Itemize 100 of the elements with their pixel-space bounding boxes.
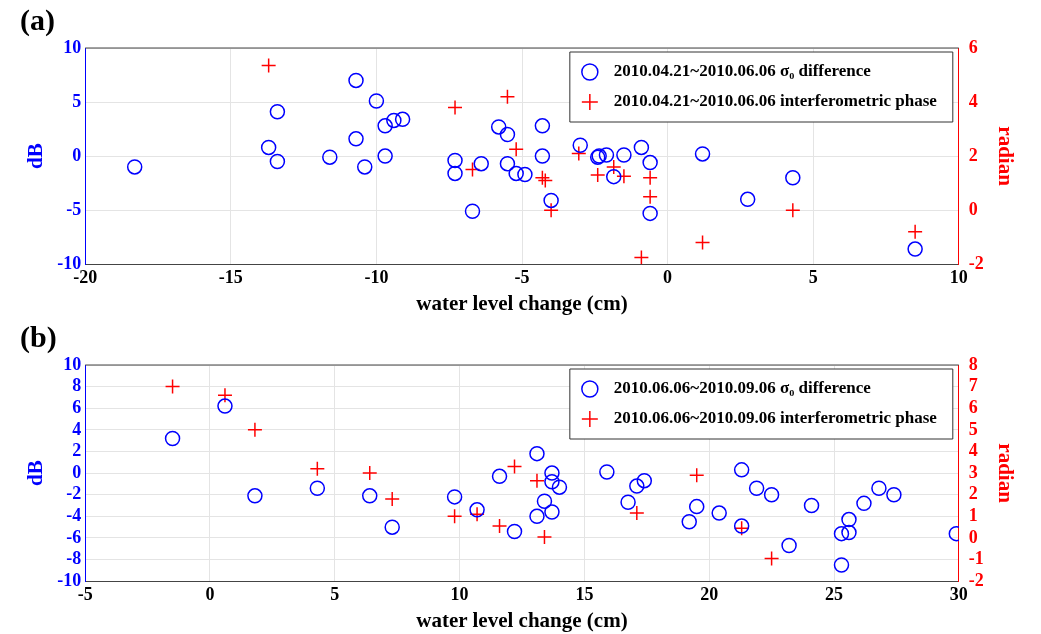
point (247, 488, 263, 504)
point (217, 398, 233, 414)
y2-axis-title: radian (993, 126, 1018, 187)
point (490, 119, 507, 135)
legend-label: 2010.04.21~2010.06.06 interferometric phase (613, 91, 938, 111)
point (361, 488, 378, 504)
point (506, 458, 523, 475)
y2-tick-label: -2 (968, 252, 984, 273)
point (164, 378, 181, 395)
point (633, 139, 650, 156)
point (688, 498, 705, 515)
point (217, 387, 233, 404)
legend-label: 2010.06.06~2010.09.06 interferometric phase (613, 408, 938, 428)
point (536, 529, 553, 545)
point (447, 152, 463, 169)
point (589, 167, 606, 183)
point (260, 139, 277, 156)
point (384, 491, 400, 507)
y2-tick-label: 4 (968, 90, 978, 111)
point (260, 57, 277, 74)
point (544, 465, 560, 481)
y-tick-label: 10 (63, 353, 82, 374)
y-tick-label: 5 (72, 90, 82, 111)
point (629, 505, 645, 521)
point (785, 202, 801, 218)
point (571, 145, 587, 162)
point (543, 202, 559, 218)
point (348, 72, 364, 89)
point (361, 465, 378, 481)
point (763, 486, 780, 503)
point (688, 467, 705, 484)
y2-tick-label: 1 (968, 505, 978, 525)
point (499, 126, 516, 143)
point (529, 445, 545, 462)
x-tick-label: 5 (808, 266, 818, 287)
y-tick-label: -4 (66, 505, 82, 525)
y-tick-label: -10 (57, 569, 82, 590)
point (544, 474, 560, 490)
point (642, 188, 658, 205)
point (636, 472, 653, 489)
point (763, 550, 780, 567)
point (269, 153, 286, 170)
x-tick-label: -5 (514, 266, 530, 287)
y2-tick-label: 8 (968, 353, 978, 374)
point (309, 480, 326, 496)
y2-axis-title: radian (993, 443, 1018, 504)
point (694, 146, 711, 162)
point (616, 168, 632, 185)
y-tick-label: 10 (63, 36, 82, 57)
point (348, 131, 364, 147)
point (739, 191, 756, 208)
point (642, 154, 658, 171)
point (309, 461, 326, 477)
y2-tick-label: -2 (968, 569, 984, 590)
point (499, 88, 516, 105)
x-tick-label: 30 (949, 583, 968, 604)
point (377, 148, 393, 164)
point (529, 472, 545, 489)
y-tick-label: 8 (72, 375, 82, 396)
point (907, 224, 923, 240)
x-tick-label: -10 (364, 266, 389, 287)
point (447, 165, 463, 182)
point (464, 203, 481, 219)
y-tick-label: -6 (66, 526, 82, 547)
point (386, 112, 402, 129)
y2-tick-label: 6 (968, 36, 978, 57)
point (499, 155, 516, 172)
legend-label: 2010.06.06~2010.09.06 σ₀ difference (613, 378, 872, 398)
point (543, 192, 559, 209)
point (907, 241, 923, 257)
y2-tick-label: 3 (968, 461, 978, 482)
y2-tick-label: -1 (968, 548, 984, 569)
point (781, 537, 797, 554)
point (469, 502, 485, 518)
point (368, 93, 385, 109)
y-tick-label: 2 (72, 440, 82, 461)
point (506, 523, 523, 540)
y-axis-title: dB (23, 460, 48, 486)
point (469, 506, 485, 522)
point (491, 468, 508, 485)
point (616, 147, 632, 163)
point (785, 169, 801, 186)
point (833, 525, 850, 542)
point (377, 118, 393, 134)
y2-tick-label: 0 (968, 526, 978, 547)
point (384, 519, 400, 535)
y2-tick-label: 2 (968, 144, 978, 165)
point (642, 169, 658, 186)
y-tick-label: 0 (72, 144, 82, 165)
point (534, 118, 551, 134)
x-tick-label: -15 (218, 266, 243, 287)
y-tick-label: -8 (66, 548, 82, 569)
x-tick-label: 25 (825, 583, 843, 604)
point (633, 249, 650, 265)
point (508, 141, 524, 158)
chart-title: (b) (20, 319, 57, 354)
y-tick-label: 4 (72, 418, 82, 439)
point (491, 518, 508, 534)
point (841, 524, 857, 541)
point (599, 464, 615, 480)
